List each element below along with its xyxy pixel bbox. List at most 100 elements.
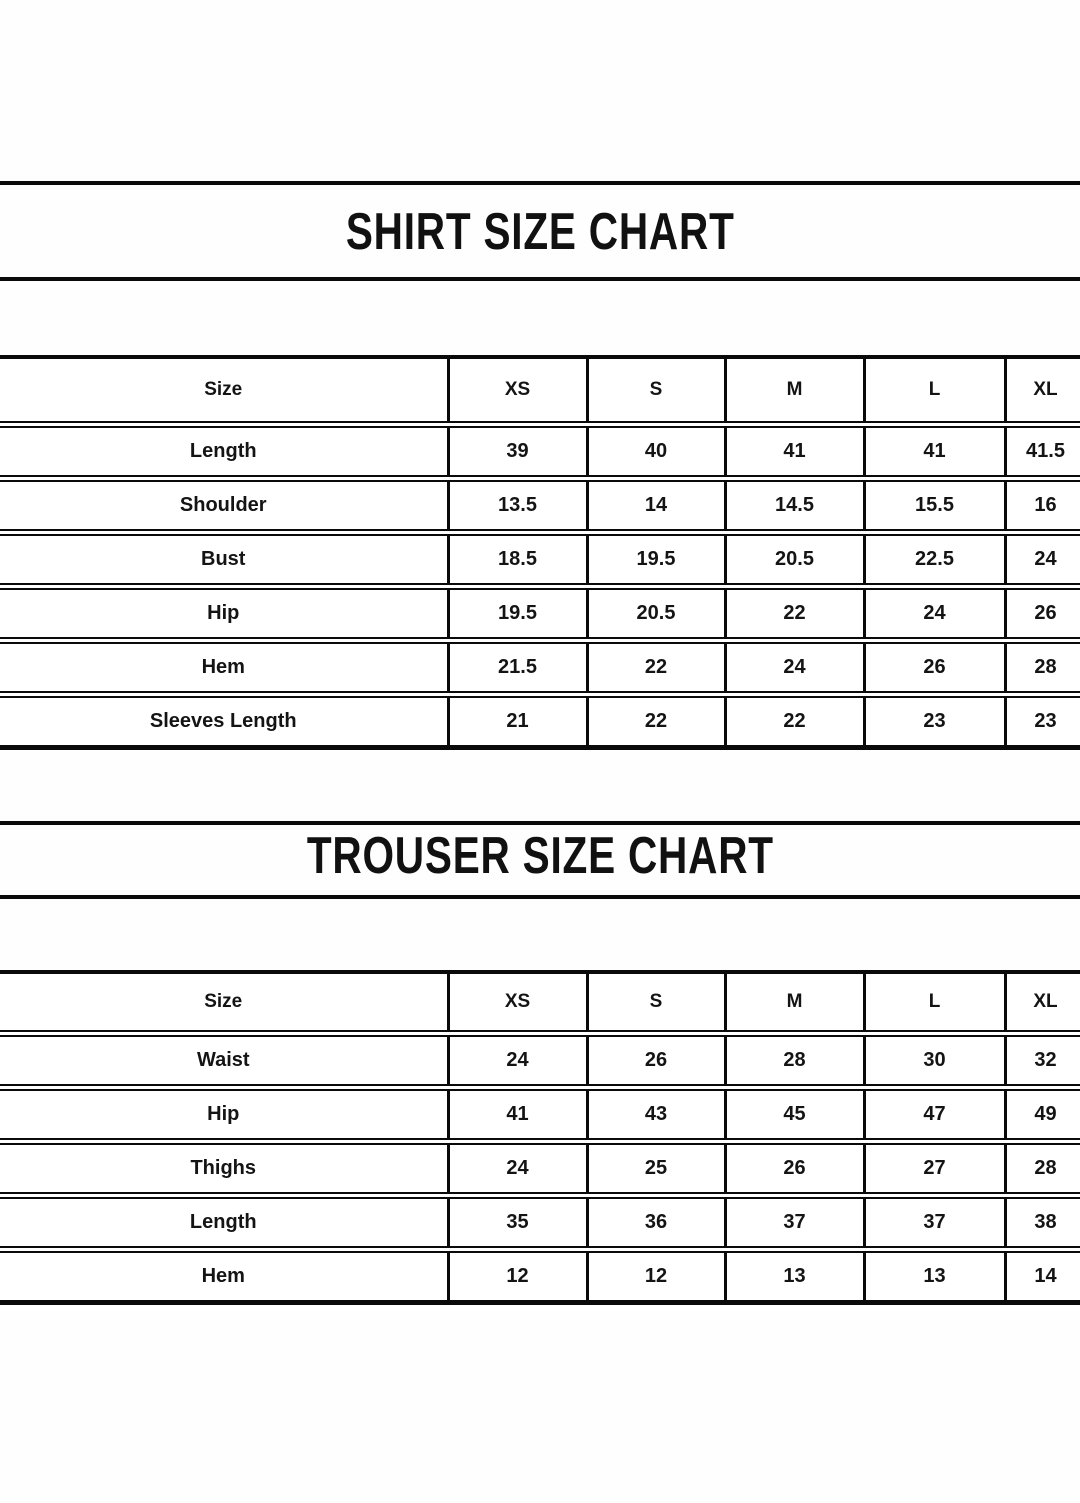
measurement-value: 25 [585, 1138, 727, 1199]
measurement-value: 47 [862, 1084, 1007, 1145]
trouser-size-table: Size XS S M L XL Waist 24 26 28 30 32 Hip 41 43 45 47 49 T… [0, 970, 1080, 1305]
measurement-row: Hip 19.5 20.5 22 24 26 [0, 583, 1080, 644]
measurement-value: 14.5 [723, 475, 866, 536]
measurement-value: 26 [1003, 583, 1080, 644]
measurement-row: Sleeves Length 21 22 22 23 23 [0, 691, 1080, 750]
measurement-row: Bust 18.5 19.5 20.5 22.5 24 [0, 529, 1080, 590]
header-size-xl: XL [1003, 970, 1080, 1037]
measurement-value: 30 [862, 1030, 1007, 1091]
measurement-value: 45 [723, 1084, 866, 1145]
measurement-value: 41 [723, 421, 866, 482]
header-size-m: M [723, 355, 866, 428]
measurement-value: 41.5 [1003, 421, 1080, 482]
measurement-value: 37 [862, 1192, 1007, 1253]
measurement-value: 21 [446, 691, 589, 750]
measurement-value: 22 [585, 637, 727, 698]
measurement-value: 22 [585, 691, 727, 750]
measurement-value: 43 [585, 1084, 727, 1145]
measurement-value: 36 [585, 1192, 727, 1253]
measurement-value: 28 [1003, 637, 1080, 698]
measurement-label: Hem [0, 637, 450, 698]
shirt-size-table: Size XS S M L XL Length 39 40 41 41 41.5 Shoulder 13.… [0, 355, 1080, 750]
measurement-row: Waist 24 26 28 30 32 [0, 1030, 1080, 1091]
measurement-value: 27 [862, 1138, 1007, 1199]
measurement-value: 23 [862, 691, 1007, 750]
measurement-label: Hip [0, 1084, 450, 1145]
measurement-value: 19.5 [585, 529, 727, 590]
measurement-value: 13.5 [446, 475, 589, 536]
measurement-value: 12 [446, 1246, 589, 1305]
measurement-value: 35 [446, 1192, 589, 1253]
divider-line [0, 181, 1080, 185]
measurement-value: 39 [446, 421, 589, 482]
measurement-value: 13 [723, 1246, 866, 1305]
measurement-value: 24 [862, 583, 1007, 644]
measurement-value: 20.5 [585, 583, 727, 644]
measurement-value: 20.5 [723, 529, 866, 590]
header-row: Size XS S M L XL [0, 970, 1080, 1037]
measurement-value: 49 [1003, 1084, 1080, 1145]
measurement-value: 41 [862, 421, 1007, 482]
measurement-value: 16 [1003, 475, 1080, 536]
shirt-size-table-area: Size XS S M L XL Length 39 40 41 41 41.5 Shoulder 13.… [0, 355, 1080, 755]
measurement-value: 26 [862, 637, 1007, 698]
measurement-value: 19.5 [446, 583, 589, 644]
header-size-l: L [862, 355, 1007, 428]
measurement-value: 14 [585, 475, 727, 536]
measurement-value: 23 [1003, 691, 1080, 750]
measurement-row: Shoulder 13.5 14 14.5 15.5 16 [0, 475, 1080, 536]
measurement-label: Sleeves Length [0, 691, 450, 750]
header-size-s: S [585, 970, 727, 1037]
header-size-l: L [862, 970, 1007, 1037]
measurement-value: 24 [1003, 529, 1080, 590]
measurement-value: 26 [723, 1138, 866, 1199]
divider-line [0, 821, 1080, 825]
measurement-value: 37 [723, 1192, 866, 1253]
measurement-value: 22 [723, 583, 866, 644]
divider-line [0, 277, 1080, 281]
measurement-value: 24 [723, 637, 866, 698]
measurement-value: 41 [446, 1084, 589, 1145]
trouser-size-table-area: Size XS S M L XL Waist 24 26 28 30 32 Hip 41 43 45 47 49 T… [0, 970, 1080, 1313]
measurement-value: 40 [585, 421, 727, 482]
header-size-xs: XS [446, 355, 589, 428]
measurement-value: 24 [446, 1030, 589, 1091]
measurement-value: 38 [1003, 1192, 1080, 1253]
header-row: Size XS S M L XL [0, 355, 1080, 428]
measurement-label: Waist [0, 1030, 450, 1091]
header-size-m: M [723, 970, 866, 1037]
measurement-label: Thighs [0, 1138, 450, 1199]
measurement-row: Length 39 40 41 41 41.5 [0, 421, 1080, 482]
header-size-xl: XL [1003, 355, 1080, 428]
measurement-value: 21.5 [446, 637, 589, 698]
measurement-row: Thighs 24 25 26 27 28 [0, 1138, 1080, 1199]
measurement-value: 12 [585, 1246, 727, 1305]
measurement-row: Hip 41 43 45 47 49 [0, 1084, 1080, 1145]
measurement-value: 24 [446, 1138, 589, 1199]
measurement-value: 32 [1003, 1030, 1080, 1091]
divider-line [0, 895, 1080, 899]
trouser-chart-title: TROUSER SIZE CHART [0, 830, 1080, 882]
header-size-label: Size [0, 970, 450, 1037]
trouser-chart-title-text: TROUSER SIZE CHART [306, 827, 774, 885]
measurement-value: 28 [1003, 1138, 1080, 1199]
measurement-value: 22.5 [862, 529, 1007, 590]
measurement-label: Hem [0, 1246, 450, 1305]
shirt-chart-title-text: SHIRT SIZE CHART [345, 203, 735, 261]
measurement-label: Length [0, 1192, 450, 1253]
measurement-value: 13 [862, 1246, 1007, 1305]
measurement-row: Hem 21.5 22 24 26 28 [0, 637, 1080, 698]
measurement-row: Length 35 36 37 37 38 [0, 1192, 1080, 1253]
measurement-label: Hip [0, 583, 450, 644]
measurement-row: Hem 12 12 13 13 14 [0, 1246, 1080, 1305]
measurement-label: Shoulder [0, 475, 450, 536]
header-size-label: Size [0, 355, 450, 428]
measurement-label: Length [0, 421, 450, 482]
measurement-label: Bust [0, 529, 450, 590]
measurement-value: 14 [1003, 1246, 1080, 1305]
measurement-value: 18.5 [446, 529, 589, 590]
measurement-value: 26 [585, 1030, 727, 1091]
header-size-s: S [585, 355, 727, 428]
shirt-chart-title: SHIRT SIZE CHART [0, 206, 1080, 258]
